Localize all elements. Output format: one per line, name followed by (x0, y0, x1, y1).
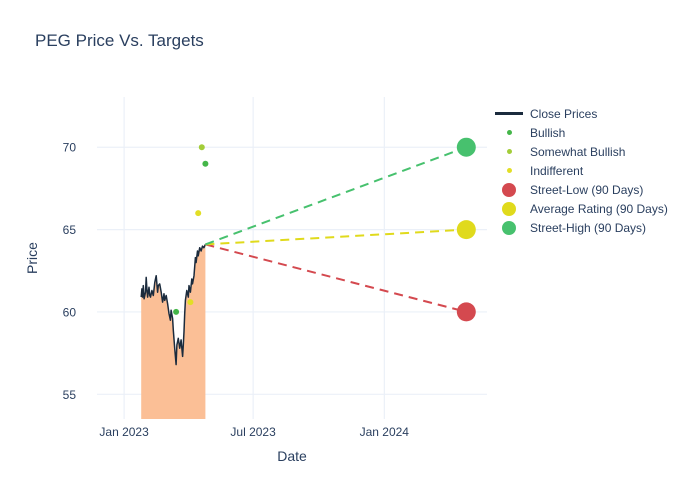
legend-item-somewhat-bullish[interactable]: Somewhat Bullish (492, 142, 668, 161)
legend-item-street-low-90-days[interactable]: Street-Low (90 Days) (492, 180, 668, 199)
legend-swatch-close-prices (492, 112, 526, 115)
y-tick-label-65: 65 (63, 223, 77, 237)
legend-swatch-street-high-90-days (492, 220, 526, 235)
legend-item-bullish[interactable]: Bullish (492, 123, 668, 142)
y-tick-label-70: 70 (63, 141, 77, 155)
legend-swatch-average-rating-90-days (492, 201, 526, 216)
legend-swatch-indifferent (492, 168, 526, 173)
x-tick-label-jan-2023: Jan 2023 (99, 425, 149, 439)
target-dot-street-low-90-days (456, 302, 476, 322)
close-prices-line (140, 244, 207, 366)
target-line-average-rating-90-days (205, 228, 467, 246)
legend-item-street-high-90-days[interactable]: Street-High (90 Days) (492, 218, 668, 237)
legend-item-label: Close Prices (530, 106, 598, 121)
legend-item-label: Average Rating (90 Days) (530, 201, 668, 216)
rating-dot-bullish (173, 308, 180, 315)
x-tick-label-jan-2024: Jan 2024 (360, 425, 410, 439)
chart-legend: Close Prices Bullish Somewhat Bullish Indif… (492, 104, 668, 237)
legend-item-label: Street-High (90 Days) (530, 220, 647, 235)
legend-item-label: Somewhat Bullish (530, 144, 626, 159)
x-tick-label-jul-2023: Jul 2023 (230, 425, 276, 439)
legend-swatch-bullish (492, 130, 526, 135)
x-axis-title: Date (277, 448, 307, 464)
legend-item-indifferent[interactable]: Indifferent (492, 161, 668, 180)
rating-dot-indifferent (187, 299, 194, 306)
legend-item-label: Bullish (530, 125, 566, 140)
rating-dot-indifferent (195, 210, 202, 217)
legend-item-label: Street-Low (90 Days) (530, 182, 644, 197)
rating-dot-bullish (202, 160, 209, 167)
legend-item-average-rating-90-days[interactable]: Average Rating (90 Days) (492, 199, 668, 218)
dot-swatch-icon (506, 130, 512, 135)
dot-swatch-icon (506, 149, 512, 154)
dot-swatch-icon (502, 201, 516, 216)
y-axis-title: Price (24, 242, 40, 274)
legend-item-close-prices[interactable]: Close Prices (492, 104, 668, 123)
chart-title: PEG Price Vs. Targets (35, 31, 204, 50)
line-swatch-icon (495, 112, 523, 115)
target-dot-average-rating-90-days (456, 220, 476, 240)
y-tick-label-60: 60 (63, 305, 77, 319)
y-tick-label-55: 55 (63, 388, 77, 402)
dot-swatch-icon (502, 220, 516, 235)
target-dot-street-high-90-days (456, 137, 476, 157)
legend-swatch-street-low-90-days (492, 182, 526, 197)
dot-swatch-icon (506, 168, 512, 173)
legend-item-label: Indifferent (530, 163, 584, 178)
dot-swatch-icon (502, 182, 516, 197)
legend-swatch-somewhat-bullish (492, 149, 526, 154)
rating-dot-somewhat-bullish (198, 144, 205, 151)
target-line-street-high-90-days (205, 146, 467, 246)
